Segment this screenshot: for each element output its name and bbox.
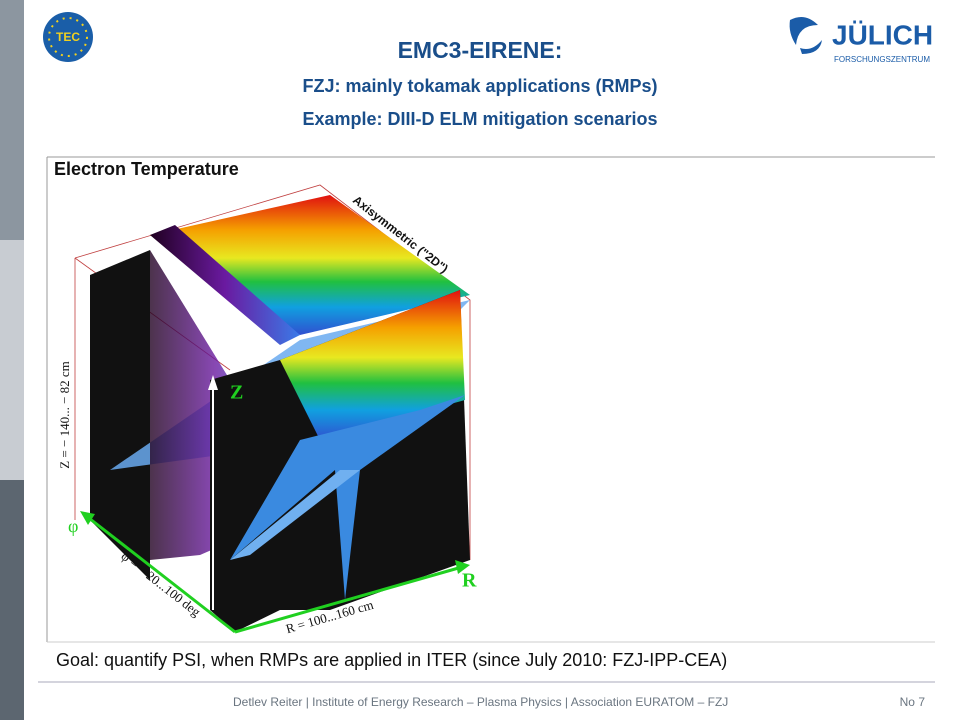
axis-r-label: R: [462, 570, 477, 592]
black-plane: [210, 360, 280, 632]
goal-text: Goal: quantify PSI, when RMPs are applie…: [56, 650, 727, 670]
black-plane: [90, 250, 150, 580]
figure-title: Electron Temperature: [54, 159, 239, 179]
side-bar: [0, 480, 24, 720]
logo-stars: [48, 17, 88, 57]
axis-phi-label: φ: [68, 516, 78, 536]
temperature-edge: [150, 225, 300, 345]
axis-arrow: [208, 375, 218, 390]
logo-left-text: TEC: [56, 30, 80, 44]
side-bar: [0, 0, 24, 240]
phi-axis: [84, 513, 236, 634]
logo-right-icon: [789, 16, 822, 54]
logo-right-sub: FORSCHUNGSZENTRUM: [834, 55, 930, 64]
axis-arrow: [455, 560, 470, 574]
temperature-surface: [150, 195, 470, 335]
slide-title: EMC3-EIRENE:: [398, 37, 563, 63]
logo-right-text: JÜLICH: [832, 19, 933, 50]
z-range-label: Z = − 140... − 82 cm: [57, 361, 72, 469]
axis-arrow: [80, 511, 95, 525]
axis-z-label: Z: [230, 382, 243, 404]
slide-subtitle: FZJ: mainly tokamak applications (RMPs): [302, 76, 657, 96]
temperature-surface: [280, 290, 465, 440]
separatrix-leg: [230, 470, 360, 560]
slide-example: Example: DIII-D ELM mitigation scenarios: [302, 109, 657, 129]
separatrix-leg: [230, 395, 465, 600]
page-number: No 7: [900, 695, 926, 709]
r-axis: [234, 565, 463, 634]
footer-text: Detlev Reiter | Institute of Energy Rese…: [233, 695, 728, 709]
logo-left: [43, 12, 93, 62]
side-bar: [0, 240, 24, 480]
